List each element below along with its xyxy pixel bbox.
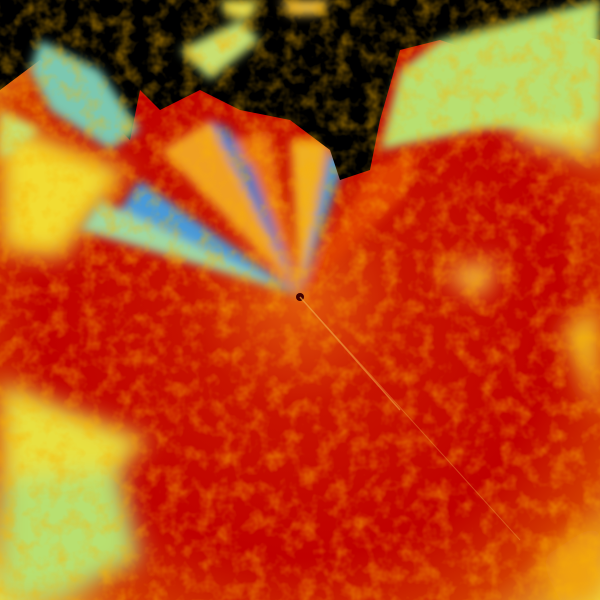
center — [296, 293, 521, 541]
